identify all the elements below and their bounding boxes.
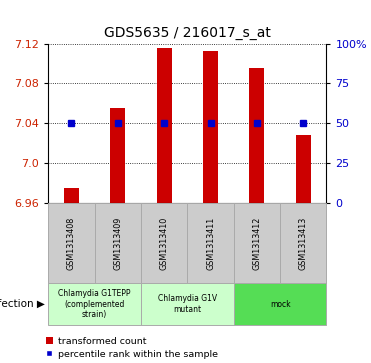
Text: GSM1313413: GSM1313413	[299, 217, 308, 270]
Text: GSM1313412: GSM1313412	[252, 216, 262, 270]
Text: GSM1313411: GSM1313411	[206, 217, 215, 270]
Bar	[141, 283, 234, 325]
Title: GDS5635 / 216017_s_at: GDS5635 / 216017_s_at	[104, 26, 271, 40]
Bar	[95, 203, 141, 283]
Bar	[48, 283, 141, 325]
Bar	[296, 135, 311, 203]
Bar	[203, 50, 218, 203]
Text: GSM1313409: GSM1313409	[113, 216, 122, 270]
Bar	[64, 188, 79, 203]
Bar	[234, 203, 280, 283]
Bar	[48, 203, 95, 283]
Text: Chlamydia G1V
mutant: Chlamydia G1V mutant	[158, 294, 217, 314]
Text: infection ▶: infection ▶	[0, 299, 45, 309]
Bar	[234, 283, 326, 325]
Bar	[280, 203, 326, 283]
Text: GSM1313408: GSM1313408	[67, 217, 76, 270]
Bar	[250, 68, 265, 203]
Legend: transformed count, percentile rank within the sample: transformed count, percentile rank withi…	[46, 337, 218, 359]
Bar	[157, 48, 171, 203]
Text: GSM1313410: GSM1313410	[160, 217, 169, 270]
Text: Chlamydia G1TEPP
(complemented
strain): Chlamydia G1TEPP (complemented strain)	[58, 289, 131, 319]
Bar	[141, 203, 187, 283]
Text: mock: mock	[270, 299, 290, 309]
Bar	[111, 109, 125, 203]
Bar	[187, 203, 234, 283]
